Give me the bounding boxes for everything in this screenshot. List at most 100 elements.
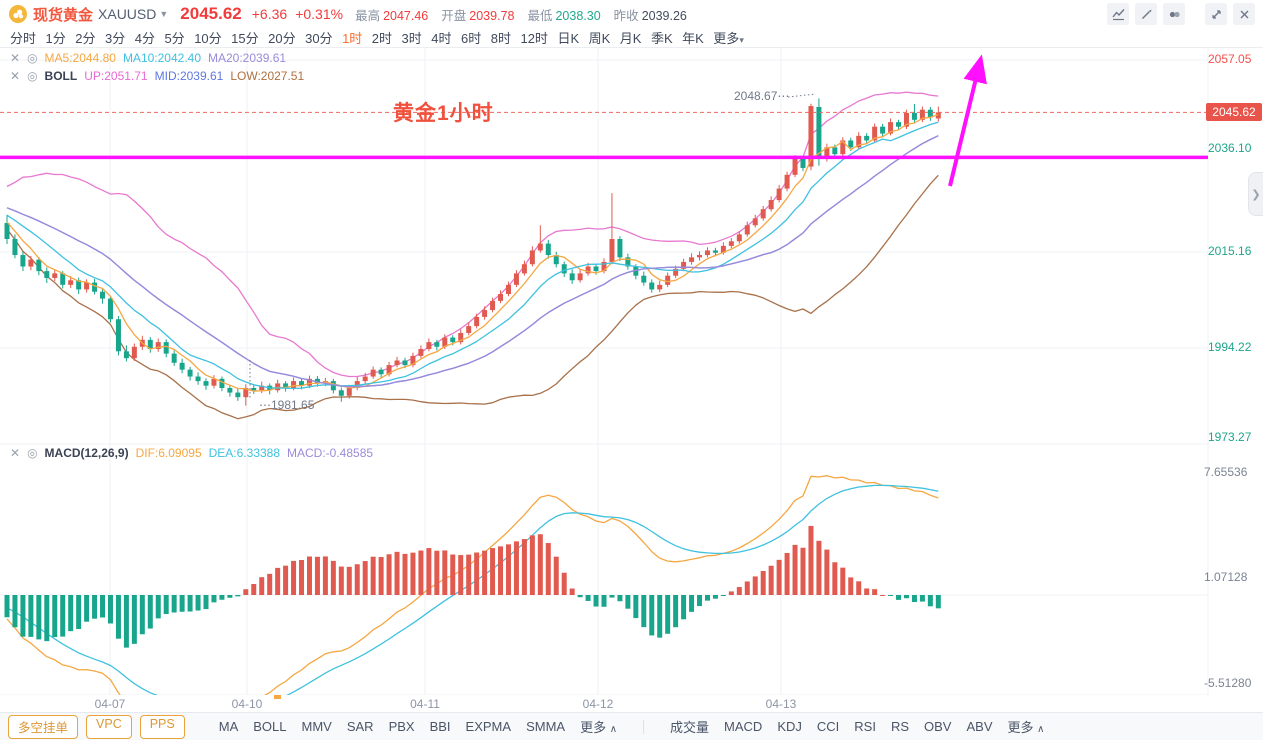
indicator-link-KDJ[interactable]: KDJ (777, 719, 802, 734)
indicator-link-ABV[interactable]: ABV (966, 719, 993, 734)
indicator-link-RSI[interactable]: RSI (854, 719, 876, 734)
indicator-link-OBV[interactable]: OBV (924, 719, 952, 734)
date-label-04-12: 04-12 (582, 697, 614, 711)
price-axis-label-3: 1994.22 (1208, 340, 1252, 354)
drawn-up-arrow[interactable] (948, 54, 987, 187)
session-stats: 最高 2047.46 开盘 2039.78 最低 2038.30 昨收 2039.26 (355, 5, 700, 24)
macd-name: MACD(12,26,9) (44, 446, 129, 460)
draw-icon[interactable] (1135, 3, 1157, 25)
collapse-panel-chevron[interactable]: ❯ (1248, 172, 1263, 216)
timeframe-tab-年K[interactable]: 年K (682, 31, 704, 46)
timeframe-tab-2分[interactable]: 2分 (75, 31, 96, 46)
indicator-link-MMV[interactable]: MMV (301, 719, 332, 734)
boll-mid-line (6, 135, 939, 388)
indicator-link-EXPMA[interactable]: EXPMA (465, 719, 512, 734)
ma5-line (6, 113, 939, 392)
timeframe-tab-30分[interactable]: 30分 (305, 31, 333, 46)
timeframe-tab-12时[interactable]: 12时 (520, 31, 548, 46)
tool-button-PPS[interactable]: PPS (139, 714, 185, 739)
indicator-link-BOLL[interactable]: BOLL (253, 719, 287, 734)
price-change-pct: +0.31% (295, 6, 344, 22)
timeframe-tab-5分[interactable]: 5分 (164, 31, 185, 46)
bottom-toolbar: 多空挂单 VPC PPS MA BOLL MMV SAR PBX BBI EXPMA SMMA 更多… (0, 712, 1263, 740)
timeframe-tab-日K[interactable]: 日K (557, 31, 580, 46)
ma10-value: MA10:2042.40 (122, 51, 201, 65)
timeframe-tab-15分[interactable]: 15分 (231, 31, 259, 46)
ma10-line (6, 121, 939, 390)
price-axis-label-1: 2036.10 (1208, 141, 1252, 155)
indicator-more-main-inds[interactable]: 更多 ∧ (580, 720, 618, 735)
timeframe-tab-6时[interactable]: 6时 (461, 31, 482, 46)
symbol-code: XAUUSD (98, 6, 157, 22)
indicator-link-SMMA[interactable]: SMMA (526, 719, 566, 734)
stat-1: 开盘 2039.78 (441, 8, 515, 23)
indicator-link-成交量[interactable]: 成交量 (670, 720, 710, 735)
indicator-link-MACD[interactable]: MACD (724, 719, 763, 734)
order-tool-buttons: 多空挂单 VPC PPS (8, 714, 193, 739)
stat-3: 昨收 2039.26 (613, 8, 687, 23)
symbol-name: 现货黄金 (33, 6, 94, 24)
indicator-link-SAR[interactable]: SAR (346, 719, 374, 734)
indicator-link-PBX[interactable]: PBX (388, 719, 415, 734)
boll-close-icon[interactable]: ✕ (10, 69, 21, 83)
timeframe-tab-20分[interactable]: 20分 (268, 31, 296, 46)
high-label-leader (787, 93, 817, 98)
timeframe-tab-3分[interactable]: 3分 (104, 31, 126, 46)
timeframe-tab-10分[interactable]: 10分 (194, 31, 222, 46)
ma20-line (6, 135, 939, 388)
tool-button-VPC[interactable]: VPC (86, 714, 132, 739)
timeframe-tab-8时[interactable]: 8时 (490, 31, 511, 46)
ma-settings-icon[interactable]: ◎ (27, 51, 38, 65)
close-icon[interactable] (1233, 3, 1255, 25)
boll-bands-layer (6, 91, 939, 420)
macd-histogram (4, 525, 941, 648)
drawing-anchor-marker[interactable] (274, 695, 281, 699)
date-axis: 04-07 04-10 04-11 04-12 04-13 (0, 695, 1263, 712)
boll-low-value: LOW:2027.51 (230, 69, 305, 83)
timeframe-tab-3时[interactable]: 3时 (401, 31, 422, 46)
macd-dea-line (6, 484, 939, 711)
chart-style-icon[interactable] (1107, 3, 1129, 25)
indicator-link-BBI[interactable]: BBI (429, 719, 451, 734)
timeframe-tab-月K[interactable]: 月K (619, 31, 642, 46)
date-label-04-13: 04-13 (765, 697, 797, 711)
header-icon-buttons (1107, 3, 1255, 25)
fullscreen-icon[interactable] (1205, 3, 1227, 25)
price-axis-label-4: 1973.27 (1208, 430, 1252, 444)
drawn-note-label[interactable]: 黄金1小时 (393, 102, 494, 125)
symbol-dropdown-icon[interactable]: ▼ (159, 9, 169, 19)
header-bar: 现货黄金 XAUUSD ▼ 2045.62 +6.36 +0.31% 最高 204… (0, 0, 1263, 28)
indicator-link-CCI[interactable]: CCI (816, 719, 840, 734)
macd-dif-value: DIF:6.09095 (135, 446, 202, 460)
ma-close-icon[interactable]: ✕ (10, 51, 21, 65)
stat-2: 最低 2038.30 (527, 8, 601, 23)
timeframe-more-button[interactable]: 更多▾ (713, 31, 744, 46)
indicator-link-MA[interactable]: MA (218, 719, 239, 734)
macd-axis-label-1: 1.07128 (1204, 570, 1248, 584)
timeframe-tab-季K[interactable]: 季K (650, 31, 673, 46)
timeframe-tab-1时[interactable]: 1时 (342, 31, 363, 46)
timeframe-tab-2时[interactable]: 2时 (371, 31, 393, 46)
macd-hist-value: MACD:-0.48585 (287, 446, 374, 460)
timeframe-tab-周K[interactable]: 周K (588, 31, 611, 46)
tool-button-多空挂单[interactable]: 多空挂单 (8, 714, 79, 739)
timeframe-tab-分时[interactable]: 分时 (10, 31, 37, 46)
indicator-more-sub-inds[interactable]: 更多 ∧ (1007, 720, 1045, 735)
ma5-value: MA5:2044.80 (44, 51, 116, 65)
price-axis-label-0: 2057.05 (1208, 52, 1252, 66)
compare-icon[interactable] (1163, 3, 1185, 25)
timeframe-tab-4时[interactable]: 4时 (431, 31, 452, 46)
macd-close-icon[interactable]: ✕ (10, 446, 21, 460)
boll-up-value: UP:2051.71 (84, 69, 148, 83)
main-indicator-list: MA BOLL MMV SAR PBX BBI EXPMA SMMA 更多 ∧ (219, 717, 617, 736)
macd-settings-icon[interactable]: ◎ (27, 446, 38, 460)
indicator-link-RS[interactable]: RS (890, 719, 910, 734)
date-label-04-07: 04-07 (94, 697, 126, 711)
boll-settings-icon[interactable]: ◎ (27, 69, 38, 83)
date-label-04-11: 04-11 (410, 697, 440, 711)
timeframe-tab-1分[interactable]: 1分 (45, 31, 66, 46)
price-axis-label-2: 2015.16 (1208, 244, 1252, 258)
boll-lower-line (6, 174, 939, 420)
timeframe-tab-4分[interactable]: 4分 (134, 31, 155, 46)
